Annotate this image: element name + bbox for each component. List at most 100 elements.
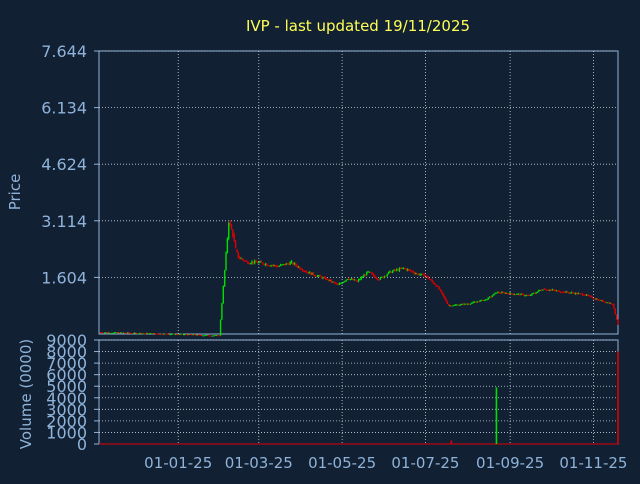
price-candle-body — [572, 292, 574, 294]
price-candle-body — [247, 261, 249, 264]
price-candle-body — [383, 275, 386, 278]
price-candle-body — [599, 300, 601, 302]
price-candle-body — [502, 292, 504, 294]
price-candle-body — [598, 299, 600, 301]
price-candle-body — [443, 296, 446, 299]
price-candle-body — [329, 279, 331, 281]
price-candle-body — [230, 224, 233, 230]
price-candle-body — [378, 279, 380, 281]
price-candle-body — [285, 263, 287, 266]
price-candle-body — [453, 304, 455, 306]
price-tick-label: 3.114 — [41, 212, 87, 231]
price-candle-body — [196, 334, 199, 336]
price-candle-body — [296, 265, 298, 267]
price-candle-body — [308, 271, 311, 274]
price-candle-body — [381, 276, 383, 278]
x-tick-label: 01-03-25 — [225, 454, 293, 472]
x-tick-label: 01-11-25 — [559, 454, 627, 472]
price-candle-body — [299, 266, 301, 269]
price-candle-body — [188, 333, 190, 336]
price-candle-body — [550, 289, 552, 291]
price-candle-body — [490, 296, 492, 298]
price-candle-body — [565, 291, 567, 293]
price-candle-body — [540, 289, 543, 291]
price-candle-body — [617, 319, 619, 325]
price-candle-body — [385, 275, 387, 277]
price-candle-body — [144, 333, 147, 335]
price-candle-body — [350, 278, 353, 280]
price-candle-body — [365, 271, 368, 276]
price-candle-body — [170, 334, 173, 336]
price-candle-body — [562, 291, 565, 293]
price-candle-body — [486, 299, 488, 301]
price-candle-body — [240, 258, 242, 260]
price-candle-body — [140, 332, 143, 334]
price-candle-body — [370, 271, 372, 274]
price-candle-body — [191, 334, 193, 336]
price-candle-body — [311, 272, 313, 275]
price-candle-body — [441, 290, 443, 294]
price-candle-body — [430, 279, 432, 281]
price-candle-body — [146, 332, 148, 334]
price-candle-body — [471, 302, 473, 304]
price-candle-body — [349, 279, 352, 281]
price-candle-body — [107, 332, 110, 334]
price-candle-body — [251, 261, 253, 264]
price-candle-body — [596, 298, 599, 301]
price-candle-body — [103, 332, 106, 334]
price-candle-body — [211, 335, 214, 337]
price-candle-body — [520, 293, 522, 296]
price-candle-body — [434, 283, 436, 285]
price-candle-body — [531, 293, 533, 296]
price-candle-body — [307, 271, 309, 274]
price-candle-body — [421, 273, 424, 275]
price-candle-body — [416, 273, 418, 275]
price-candle-body — [529, 295, 532, 297]
price-candle-body — [446, 301, 448, 304]
price-candle-body — [260, 261, 263, 263]
price-candle-body — [232, 229, 234, 236]
price-candle-body — [557, 290, 559, 292]
price-candle-body — [294, 263, 297, 266]
price-candle-body — [592, 297, 595, 299]
price-candle-body — [398, 268, 401, 271]
price-candle-body — [109, 332, 111, 334]
price-candle-body — [587, 294, 589, 296]
price-candle-body — [417, 273, 420, 275]
price-candle-body — [379, 277, 382, 280]
price-candle-body — [222, 286, 224, 304]
price-candle-body — [266, 263, 268, 266]
price-candle-body — [352, 278, 354, 281]
price-candle-body — [553, 289, 555, 291]
price-candle-body — [503, 292, 506, 294]
price-candle-body — [412, 271, 414, 273]
price-candle-body — [118, 332, 121, 334]
price-candle-body — [305, 271, 308, 273]
price-candle-body — [493, 293, 495, 296]
price-candle-body — [166, 333, 168, 335]
price-candle-body — [236, 249, 238, 252]
price-candle-body — [467, 303, 469, 305]
price-candle-body — [322, 277, 324, 279]
price-candle-body — [303, 270, 305, 272]
price-candle-body — [506, 292, 509, 294]
price-candle-body — [577, 293, 580, 295]
price-candle-body — [514, 294, 517, 296]
price-candle-body — [510, 293, 513, 295]
volume-tick-label: 8000 — [46, 343, 87, 362]
volume-tick-label: 1000 — [46, 423, 87, 442]
price-candle-body — [193, 334, 196, 336]
price-candle-body — [290, 261, 293, 263]
price-candle-body — [544, 288, 547, 290]
price-candle-body — [432, 281, 435, 284]
price-candle-body — [263, 264, 265, 266]
price-candle-body — [233, 234, 235, 241]
price-candle-body — [488, 296, 491, 298]
price-candle-body — [431, 280, 433, 282]
price-candle-body — [518, 293, 521, 296]
price-candle-body — [255, 260, 257, 263]
volume-bar — [617, 351, 619, 444]
price-candle-body — [154, 333, 156, 335]
price-candle-body — [473, 301, 476, 303]
price-candle-body — [338, 283, 341, 286]
